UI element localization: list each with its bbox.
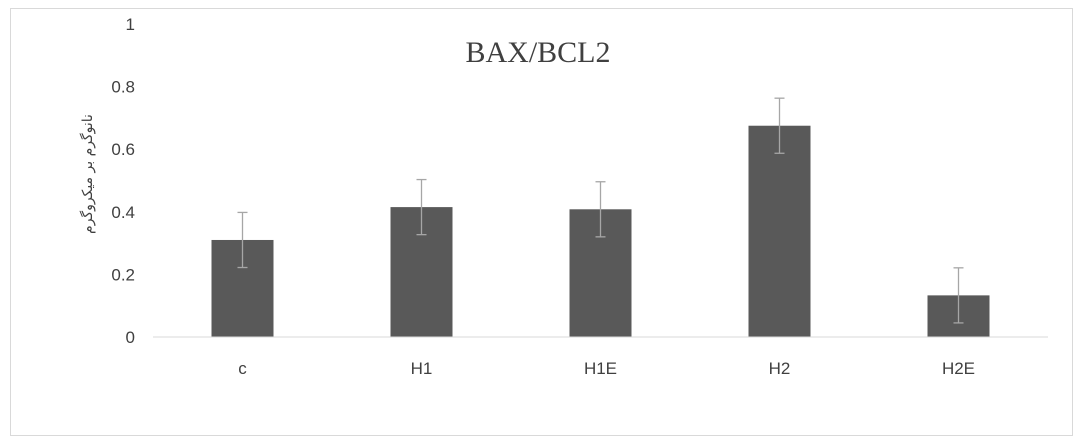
chart-title: BAX/BCL2 [465, 36, 610, 69]
y-tick-label: 0.4 [111, 203, 135, 222]
error-bar-h2 [774, 97, 785, 154]
x-tick-label: H2E [942, 359, 975, 378]
x-tick-label: c [238, 359, 247, 378]
bar-h2 [748, 125, 811, 337]
x-tick-label: H2 [769, 359, 791, 378]
y-tick-label: 0.2 [111, 265, 135, 284]
error-bar-h1 [416, 178, 427, 236]
y-tick-label: 1 [126, 15, 135, 34]
x-tick-label: H1E [584, 359, 617, 378]
y-tick-label: 0.8 [111, 78, 135, 97]
error-bar-h1e [595, 181, 606, 238]
error-bar-c [237, 211, 248, 269]
y-tick-label: 0.6 [111, 140, 135, 159]
chart-frame [10, 8, 1073, 436]
y-axis-label: نانوگرم بر میکروگرم [79, 114, 96, 234]
x-tick-label: H1 [411, 359, 433, 378]
error-bar-h2e [953, 267, 964, 324]
y-tick-label: 0 [126, 328, 135, 347]
